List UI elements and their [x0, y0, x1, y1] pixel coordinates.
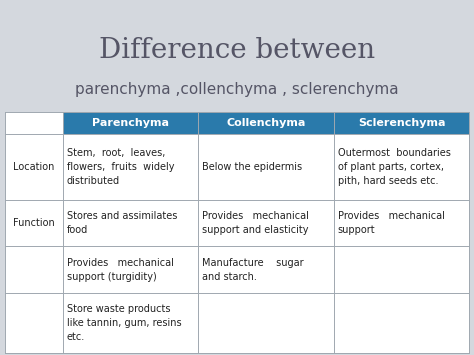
Text: Provides   mechanical
support and elasticity: Provides mechanical support and elastici… [202, 211, 309, 235]
Bar [199, 112, 334, 135]
Bar [63, 112, 199, 135]
Text: Parenchyma: Parenchyma [92, 118, 169, 128]
Text: Location: Location [13, 162, 55, 172]
Text: Function: Function [13, 218, 55, 228]
Bar [334, 112, 469, 135]
Text: Provides   mechanical
support: Provides mechanical support [338, 211, 445, 235]
Text: parenchyma ,collenchyma , sclerenchyma: parenchyma ,collenchyma , sclerenchyma [75, 82, 399, 97]
Text: Provides   mechanical
support (turgidity): Provides mechanical support (turgidity) [66, 258, 173, 282]
Bar [5, 112, 469, 353]
Text: Sclerenchyma: Sclerenchyma [358, 118, 446, 128]
Text: Below the epidermis: Below the epidermis [202, 162, 302, 172]
Text: Store waste products
like tannin, gum, resins
etc.: Store waste products like tannin, gum, r… [66, 304, 181, 342]
Text: Manufacture    sugar
and starch.: Manufacture sugar and starch. [202, 258, 304, 282]
Text: Stores and assimilates
food: Stores and assimilates food [66, 211, 177, 235]
Text: Collenchyma: Collenchyma [227, 118, 306, 128]
Text: Difference between: Difference between [99, 37, 375, 64]
Text: Stem,  root,  leaves,
flowers,  fruits  widely
distributed: Stem, root, leaves, flowers, fruits wide… [66, 148, 174, 186]
Text: Outermost  boundaries
of plant parts, cortex,
pith, hard seeds etc.: Outermost boundaries of plant parts, cor… [338, 148, 451, 186]
